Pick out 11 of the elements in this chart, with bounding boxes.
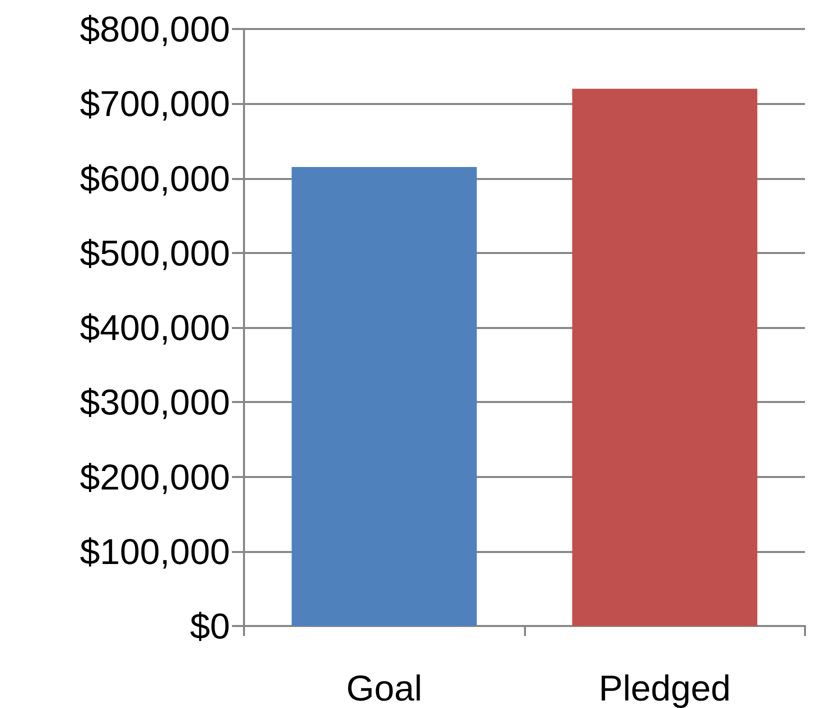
- y-tick-label: $100,000: [80, 530, 230, 572]
- y-tick-label: $700,000: [80, 83, 230, 124]
- y-tick-label: $400,000: [80, 307, 230, 348]
- y-tick-label: $300,000: [80, 382, 230, 423]
- y-tick-label: $500,000: [80, 232, 230, 274]
- y-tick-label: $600,000: [80, 158, 230, 199]
- y-tick-label: $800,000: [80, 8, 230, 50]
- y-tick-label: $0: [190, 606, 230, 646]
- y-tick-label: $200,000: [80, 456, 230, 498]
- x-tick-label: Goal: [346, 668, 422, 708]
- x-tick-label: Pledged: [598, 668, 731, 708]
